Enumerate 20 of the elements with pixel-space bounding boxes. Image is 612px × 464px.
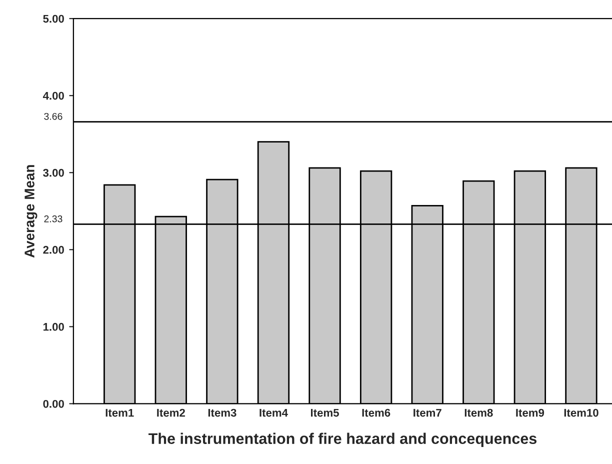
x-tick-label: Item1 xyxy=(106,408,134,417)
x-axis-title: The instrumentation of fire hazard and concequences xyxy=(148,432,537,448)
x-tick-label: Item10 xyxy=(564,408,598,417)
y-tick-label: 4.00 xyxy=(42,92,64,100)
x-tick-label: Item9 xyxy=(516,408,544,417)
ref-line-label: 2.33 xyxy=(44,215,62,222)
ref-line-label: 3.66 xyxy=(44,112,62,120)
y-tick-label: 2.00 xyxy=(43,246,64,254)
x-tick-label: Item3 xyxy=(208,408,236,417)
x-tick-label: Item5 xyxy=(311,408,339,417)
y-tick-label: 5.00 xyxy=(43,14,64,23)
x-tick-label: Item6 xyxy=(362,408,390,417)
y-tick-label: 3.00 xyxy=(43,168,64,177)
y-axis-title: Average Mean xyxy=(24,165,38,258)
x-tick-label: Item7 xyxy=(414,408,442,417)
x-tick-label: Item8 xyxy=(464,408,493,417)
x-tick-label: Item4 xyxy=(260,408,288,417)
y-tick-label: 1.00 xyxy=(43,322,64,331)
y-tick-label: 0.00 xyxy=(43,400,64,408)
x-tick-label: Item2 xyxy=(157,408,185,417)
